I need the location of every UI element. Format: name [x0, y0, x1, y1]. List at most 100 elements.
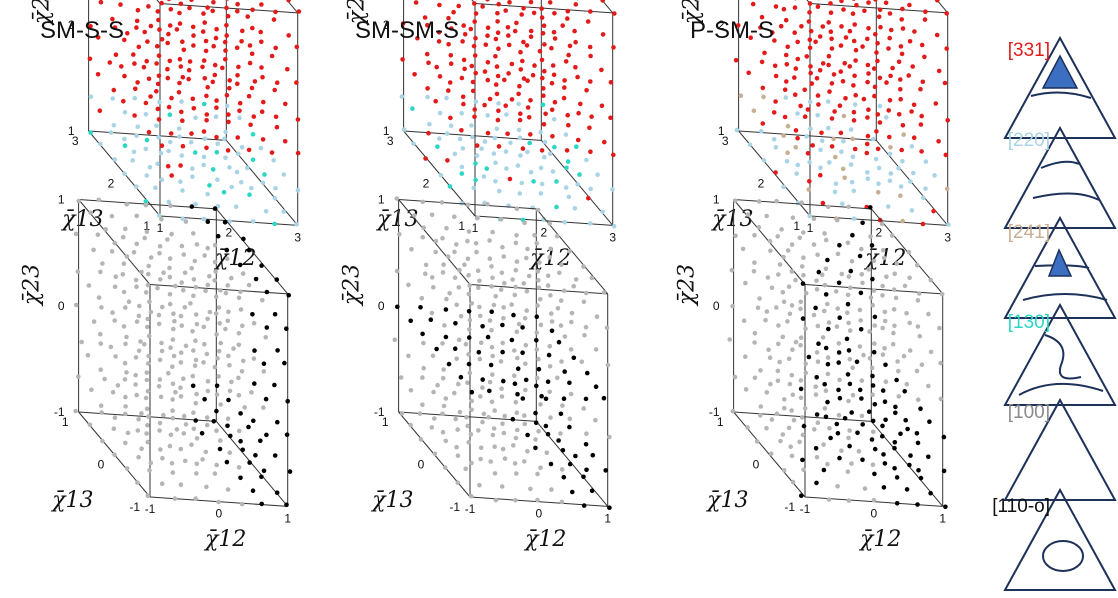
data-point: [826, 320, 832, 325]
data-point: [113, 354, 118, 359]
data-point: [871, 66, 877, 71]
data-point: [539, 15, 545, 20]
data-point: [432, 416, 437, 421]
data-point: [453, 416, 459, 422]
data-point: [96, 295, 102, 300]
z-axis-label: χ̄23: [20, 264, 45, 307]
data-point: [135, 124, 141, 129]
data-point: [528, 34, 534, 39]
data-point: [181, 431, 187, 436]
legend-glyph-100: [1003, 397, 1117, 501]
data-point: [884, 80, 889, 85]
data-point: [462, 66, 467, 72]
data-point: [109, 213, 115, 219]
data-point: [540, 75, 545, 81]
data-point: [733, 57, 739, 63]
data-point: [225, 318, 231, 324]
data-point: [734, 127, 740, 133]
data-point: [875, 58, 880, 64]
data-point: [218, 438, 223, 443]
data-point: [815, 420, 821, 426]
data-point: [444, 131, 450, 136]
data-point: [130, 158, 135, 163]
data-point: [841, 113, 847, 119]
data-point: [122, 143, 128, 148]
data-point: [873, 0, 878, 2]
data-point: [909, 208, 915, 213]
data-point: [896, 112, 902, 117]
data-point: [747, 142, 753, 147]
data-point: [533, 420, 539, 426]
data-point: [800, 281, 806, 286]
data-point: [489, 344, 495, 350]
data-point: [235, 9, 240, 14]
data-point: [926, 383, 931, 389]
data-point: [260, 180, 266, 186]
data-point: [177, 21, 183, 26]
data-point: [510, 277, 515, 282]
data-point: [123, 226, 128, 232]
data-point: [214, 150, 220, 155]
z-tick-label: -1: [709, 405, 720, 419]
data-point: [201, 101, 207, 107]
data-point: [847, 381, 853, 387]
data-point: [122, 377, 128, 382]
data-point: [524, 308, 529, 313]
data-point: [826, 53, 832, 59]
data-point: [768, 248, 773, 254]
data-point: [586, 195, 591, 201]
data-point: [487, 96, 493, 102]
z-tick-label: 1: [378, 193, 385, 207]
data-point: [789, 453, 795, 459]
data-point: [213, 294, 219, 300]
data-point: [168, 7, 174, 12]
data-point: [193, 312, 199, 317]
data-point: [784, 79, 789, 84]
data-point: [878, 24, 883, 30]
data-point: [215, 177, 220, 182]
data-point: [827, 426, 832, 431]
data-point: [493, 82, 499, 87]
data-point: [491, 426, 497, 431]
data-point: [923, 9, 928, 14]
x-tick-label: 1: [604, 511, 611, 525]
data-point: [814, 412, 820, 417]
data-point: [166, 371, 171, 376]
data-point: [803, 326, 808, 331]
x-tick-label: 1: [284, 511, 291, 525]
data-point: [148, 255, 154, 260]
data-point: [493, 497, 499, 503]
data-point: [224, 256, 230, 262]
data-point: [125, 430, 131, 436]
data-point: [793, 66, 799, 71]
data-point: [145, 282, 151, 288]
data-point: [156, 53, 162, 58]
data-point: [406, 353, 411, 359]
data-point: [131, 52, 136, 57]
data-point: [136, 348, 142, 354]
data-point: [234, 169, 240, 175]
data-point: [223, 57, 228, 62]
data-point: [813, 392, 819, 397]
data-point: [569, 310, 575, 316]
data-point: [251, 320, 257, 326]
data-point: [842, 175, 847, 181]
data-point: [519, 180, 525, 186]
data-point: [191, 410, 196, 416]
z-tick-label: 0: [713, 299, 720, 313]
data-point: [204, 145, 209, 151]
data-point: [901, 353, 907, 359]
data-point: [508, 140, 513, 146]
data-point: [154, 43, 160, 49]
data-point: [461, 101, 466, 107]
data-point: [204, 93, 209, 99]
data-point: [588, 9, 593, 14]
data-point: [798, 395, 804, 401]
data-point: [466, 440, 472, 445]
data-point: [515, 427, 520, 433]
data-point: [575, 74, 580, 80]
data-point: [435, 144, 440, 149]
data-point: [251, 114, 257, 119]
data-point: [85, 352, 91, 358]
data-point: [193, 400, 199, 406]
